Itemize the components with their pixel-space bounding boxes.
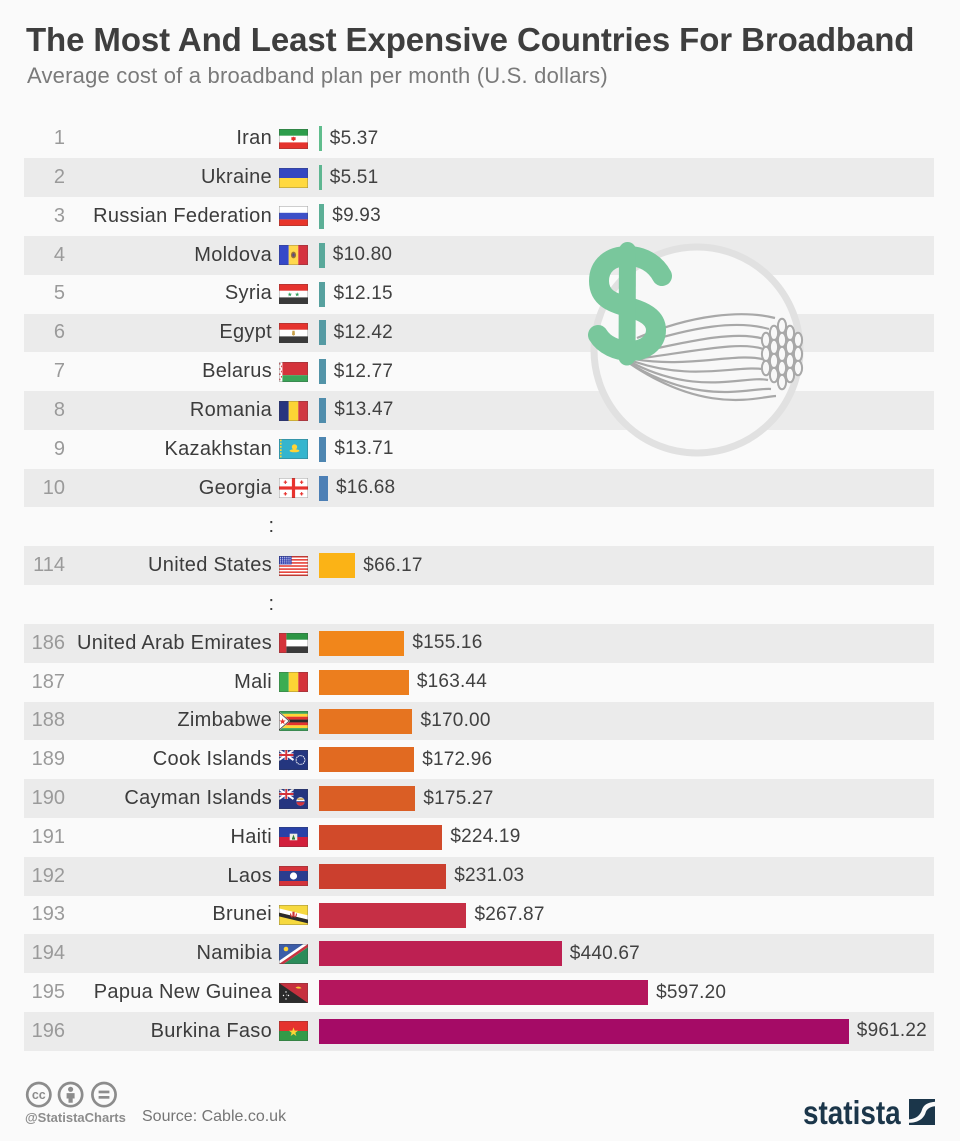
svg-text:cc: cc [32,1088,46,1102]
